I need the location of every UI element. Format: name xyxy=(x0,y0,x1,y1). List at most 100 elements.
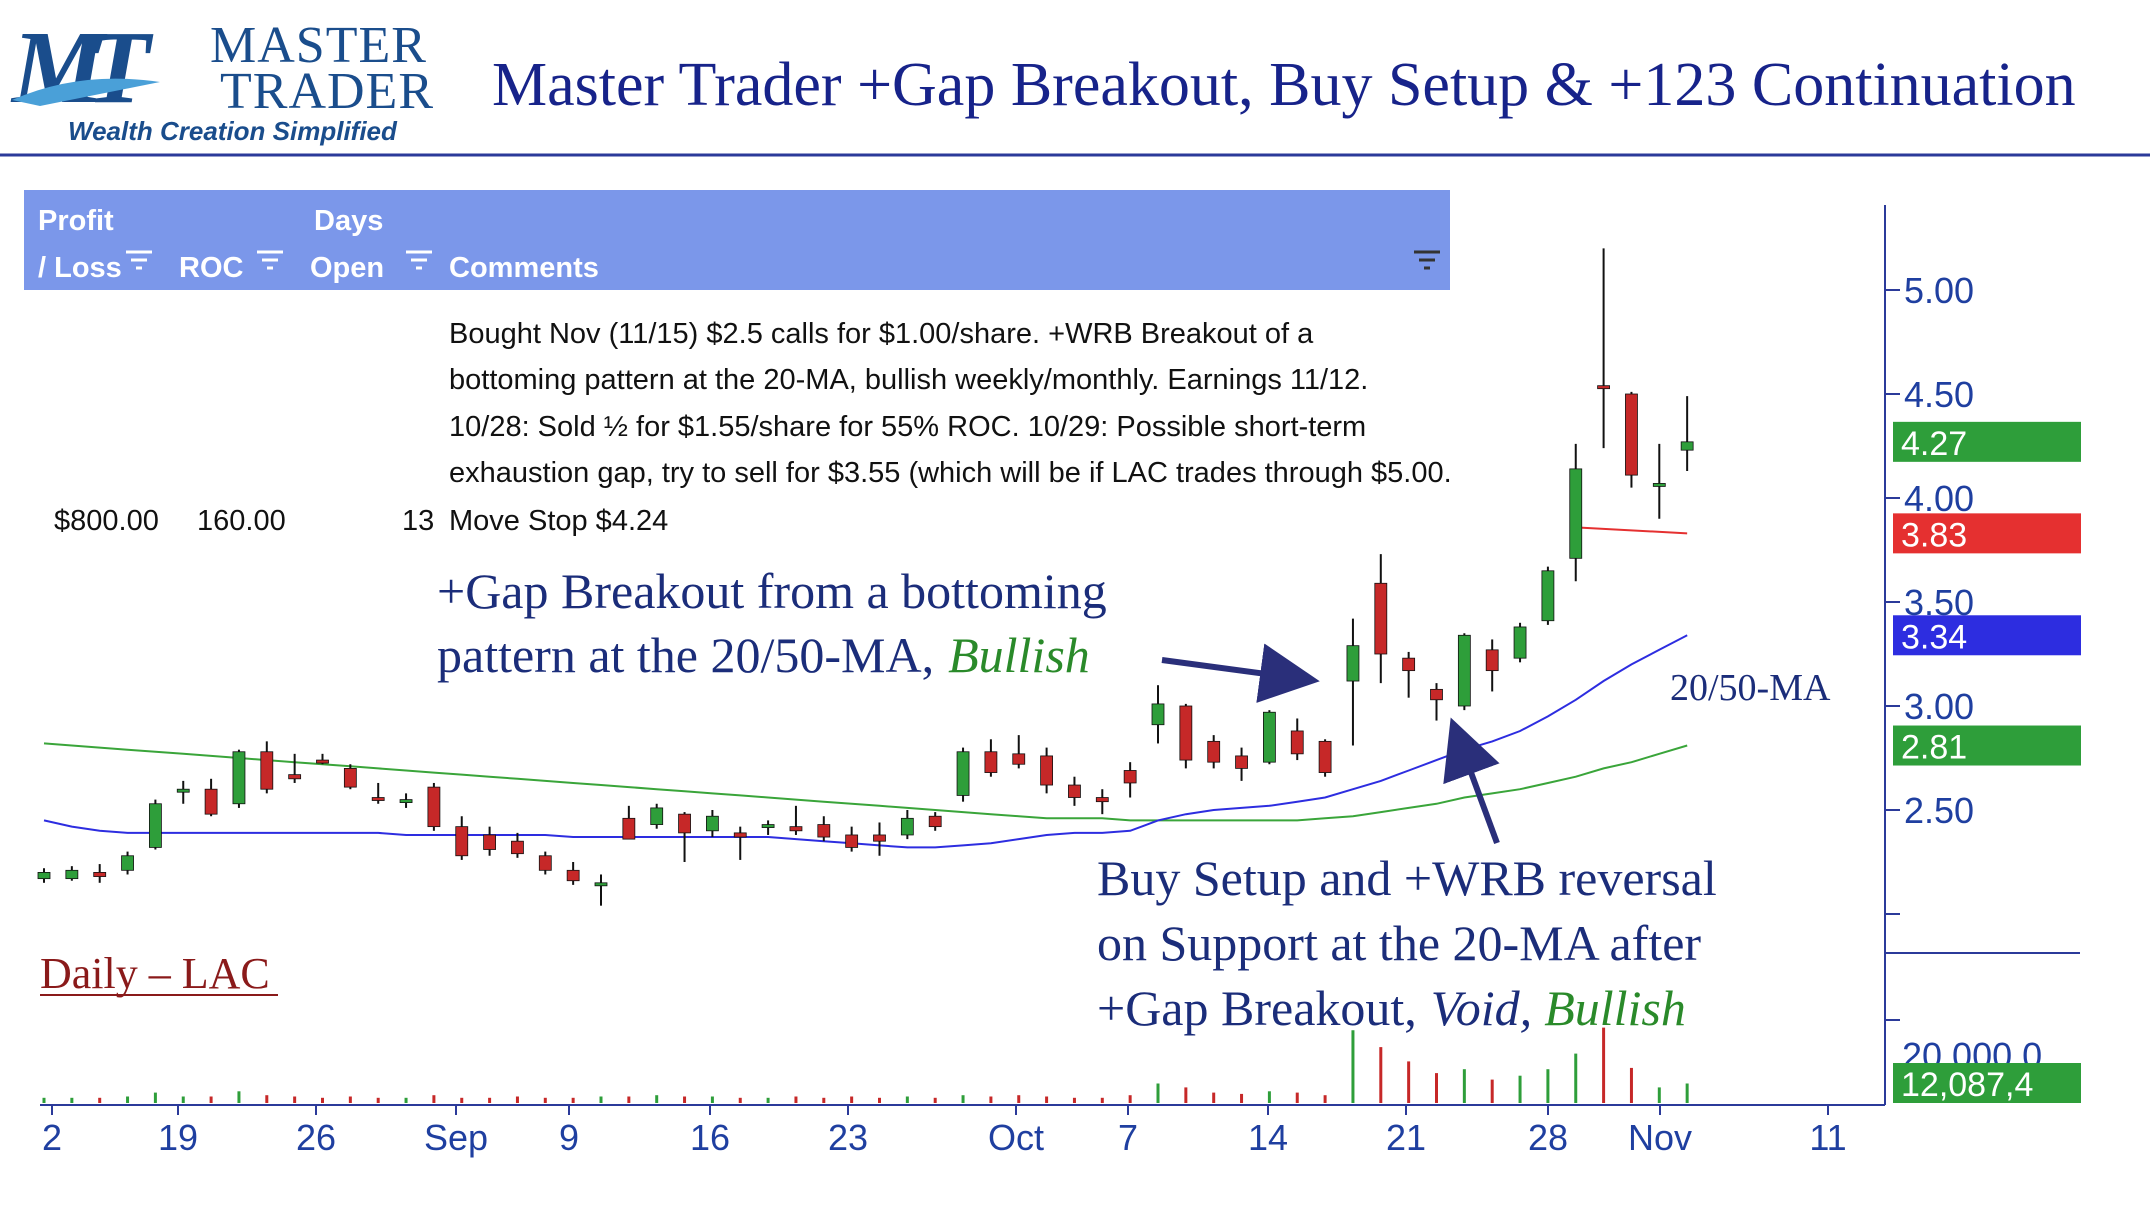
x-tick-label: 16 xyxy=(690,1117,730,1158)
x-tick-label: 19 xyxy=(158,1117,198,1158)
filter-icon-days[interactable] xyxy=(406,250,432,270)
candle-body xyxy=(148,803,162,848)
x-tick-label: 21 xyxy=(1386,1117,1426,1158)
annotation-buy-void: Void, xyxy=(1431,980,1532,1036)
candle-body xyxy=(622,817,636,840)
header-roc: ROC xyxy=(179,252,244,284)
filter-icon-roc[interactable] xyxy=(257,250,283,270)
header-days-line2: Open xyxy=(310,252,384,284)
x-axis-ticks: 2 19 26 Sep 9 16 23 Oct 7 14 21 28 Nov 11 xyxy=(42,1105,1847,1158)
candle-body xyxy=(1513,626,1527,659)
filter-icon-profit[interactable] xyxy=(126,250,152,270)
y-axis-ticks: 2.503.003.504.004.505.00 xyxy=(1885,270,1974,1021)
candle-body xyxy=(232,751,246,805)
x-tick-label: 11 xyxy=(1809,1117,1846,1158)
candle-body xyxy=(1290,730,1304,755)
logo-word-trader: TRADER xyxy=(220,63,434,120)
candle-body xyxy=(343,768,357,788)
candle-body xyxy=(900,817,914,836)
price-badge xyxy=(1893,421,2081,462)
header-profit-line2: / Loss xyxy=(38,252,122,284)
candle-body xyxy=(1569,468,1583,559)
candle-body xyxy=(1040,755,1053,786)
candle-body xyxy=(316,759,329,764)
annotation-gap-bullish: Bullish xyxy=(948,627,1090,683)
volume-badge-label: 12,087,4 xyxy=(1901,1066,2033,1104)
annotation-buy-line3: +Gap Breakout, Void, Bullish xyxy=(1097,980,1686,1036)
logo-swoosh xyxy=(12,78,160,106)
candle-body xyxy=(93,872,107,877)
candle-body xyxy=(121,855,134,871)
stop-line xyxy=(1575,526,1688,535)
volume-bars-group xyxy=(42,1027,1689,1103)
candle-body xyxy=(1207,740,1221,763)
table-body xyxy=(24,290,1450,522)
ma50-line xyxy=(43,742,1688,822)
y-tick-label: 4.00 xyxy=(1904,478,1974,519)
ma20-line xyxy=(43,634,1688,849)
cell-profit: $800.00 xyxy=(54,505,159,537)
candle-body xyxy=(538,855,552,871)
candle-body xyxy=(260,751,274,790)
daily-label-group: Daily – LAC xyxy=(40,949,278,998)
moving-average-lines xyxy=(43,526,1688,849)
comment-line-3: 10/28: Sold ½ for $1.55/share for 55% RO… xyxy=(449,411,1366,443)
comment-line-5: Move Stop $4.24 xyxy=(449,505,668,537)
annotation-buy-bullish: Bullish xyxy=(1544,980,1686,1036)
candle-body xyxy=(650,807,664,825)
ma-label: 20/50-MA xyxy=(1670,667,1831,709)
y-tick-label: 3.00 xyxy=(1904,686,1974,727)
logo: MT MASTER TRADER Wealth Creation Simplif… xyxy=(10,10,434,146)
price-badge-label: 3.34 xyxy=(1901,618,1967,656)
x-tick-label: Sep xyxy=(424,1117,488,1158)
price-badge xyxy=(1893,725,2081,766)
page-title: Master Trader +Gap Breakout, Buy Setup &… xyxy=(492,51,2076,119)
logo-mark: MT xyxy=(10,10,153,125)
annotation-buy-line3-text: +Gap Breakout, xyxy=(1097,980,1417,1036)
candle-body xyxy=(176,788,190,793)
candle-body xyxy=(789,826,803,832)
annotation-buy-line1: Buy Setup and +WRB reversal xyxy=(1097,850,1717,906)
trade-table: Profit / Loss ROC Days Open Comments Bou… xyxy=(24,190,1452,537)
x-tick-label: 14 xyxy=(1248,1117,1288,1158)
candle-body xyxy=(1652,483,1666,487)
candle-body xyxy=(873,834,886,842)
volume-badge xyxy=(1893,1063,2081,1103)
table-header xyxy=(24,190,1450,290)
price-badge-label: 3.83 xyxy=(1901,516,1967,554)
candle-body xyxy=(1485,649,1499,672)
x-tick-label: 26 xyxy=(296,1117,336,1158)
x-tick-label: Nov xyxy=(1628,1117,1692,1158)
header-days-line1: Days xyxy=(314,205,383,237)
candle-body xyxy=(928,815,942,828)
x-tick-label: 2 xyxy=(42,1117,62,1158)
candle-body xyxy=(984,751,998,773)
candle-body xyxy=(511,840,524,855)
candle-body xyxy=(1318,740,1332,773)
logo-tagline: Wealth Creation Simplified xyxy=(68,116,398,146)
candle-body xyxy=(1263,711,1276,763)
annotation-gap-breakout: +Gap Breakout from a bottoming pattern a… xyxy=(437,563,1107,683)
candle-body xyxy=(1095,797,1109,803)
annotation-buy-setup: Buy Setup and +WRB reversal on Support a… xyxy=(1097,850,1717,1036)
x-tick-label: 9 xyxy=(559,1117,579,1158)
comment-line-4: exhaustion gap, try to sell for $3.55 (w… xyxy=(449,457,1452,489)
annotation-buy-line2: on Support at the 20-MA after xyxy=(1097,915,1701,971)
y-tick-label: 5.00 xyxy=(1904,270,1974,311)
candle-body xyxy=(1457,634,1471,707)
candle-body xyxy=(1012,753,1026,765)
candle-body xyxy=(817,824,831,838)
candle-body xyxy=(1402,657,1416,672)
cell-roc: 160.00 xyxy=(197,505,286,537)
x-tick-label: 28 xyxy=(1528,1117,1568,1158)
cell-days: 13 xyxy=(402,505,434,537)
filter-icon-comments[interactable] xyxy=(1414,250,1440,270)
candle-body xyxy=(594,882,608,887)
candle-body xyxy=(399,799,413,803)
logo-word-master: MASTER xyxy=(210,17,427,74)
candle-body xyxy=(371,797,385,801)
candle-body xyxy=(733,832,747,838)
candle-body xyxy=(706,815,719,832)
